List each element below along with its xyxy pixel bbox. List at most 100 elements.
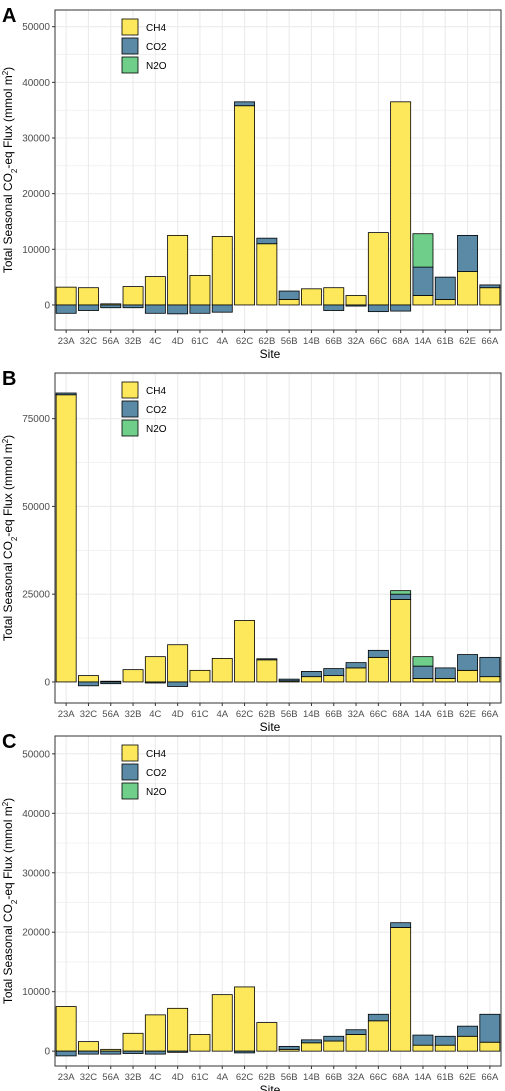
bar-co2 [256, 658, 278, 661]
panel-border [54, 9, 502, 331]
y-axis-title-part: ) [1, 435, 15, 439]
bar-ch4 [412, 678, 434, 683]
bar-co2 [301, 671, 322, 678]
bar-co2 [278, 290, 300, 300]
x-tick-label: 68A [392, 709, 410, 720]
x-tick-label: 66A [481, 336, 499, 347]
bar-co2 [211, 304, 233, 313]
x-tick-label: 61C [191, 336, 209, 347]
bar-co2 [55, 1050, 77, 1057]
x-tick-label: 62E [459, 709, 476, 720]
bar-ch4 [144, 276, 166, 306]
legend-label: CH4 [146, 386, 166, 397]
x-tick-label: 14A [414, 336, 432, 347]
bar-co2 [434, 276, 456, 300]
bar-ch4 [189, 1034, 211, 1052]
y-axis-title-part: Total Seasonal CO [1, 173, 15, 273]
legend-label: CH4 [146, 749, 166, 760]
bar-co2 [122, 304, 144, 309]
bar-ch4 [479, 287, 501, 306]
bar-co2 [345, 662, 367, 669]
bar-co2 [390, 593, 412, 600]
bar-co2 [122, 1050, 144, 1054]
bar-ch4 [122, 286, 144, 306]
legend-label: N2O [146, 787, 167, 798]
bar-ch4 [412, 295, 434, 306]
x-tick-label: 23A [58, 1072, 76, 1083]
x-tick-label: 32B [125, 336, 142, 347]
x-tick-label: 14B [303, 709, 320, 720]
x-axis-title: Site [260, 347, 281, 361]
bar-co2 [167, 681, 189, 687]
bar-ch4 [78, 287, 99, 306]
legend-label: N2O [146, 61, 167, 72]
legend-key-ch4 [121, 744, 139, 762]
y-axis-title-part: -eq Flux (mmol m [1, 443, 15, 536]
x-tick-label: 4D [172, 1072, 184, 1083]
x-tick-label: 66C [370, 1072, 388, 1083]
bar-co2 [434, 1035, 456, 1046]
bar-ch4 [323, 1040, 345, 1052]
bar-co2 [100, 1050, 122, 1055]
legend-label: CO2 [146, 42, 167, 53]
bar-co2 [278, 1045, 300, 1050]
legend: CH4 CO2 N2O [121, 18, 167, 74]
legend-key-co2 [121, 763, 139, 781]
y-tick-label: 10000 [22, 245, 50, 256]
bar-ch4 [55, 286, 77, 306]
bar-ch4 [390, 927, 412, 1052]
x-tick-label: 23A [58, 709, 76, 720]
legend-key-n2o [121, 419, 139, 437]
bar-co2 [390, 304, 412, 312]
panel-label: A [2, 5, 16, 27]
y-tick-label: 0 [44, 1047, 50, 1058]
legend-label: CO2 [146, 768, 167, 779]
y-tick-label: 50000 [22, 502, 50, 513]
x-tick-label: 68A [392, 336, 410, 347]
bar-ch4 [234, 105, 255, 306]
x-tick-label: 56A [102, 336, 120, 347]
bar-ch4 [390, 101, 412, 306]
x-tick-label: 32A [348, 336, 366, 347]
bar-ch4 [323, 287, 345, 306]
x-tick-label: 32B [125, 1072, 142, 1083]
bar-ch4 [434, 298, 456, 306]
bar-ch4 [367, 1020, 389, 1052]
x-tick-label: 62B [258, 336, 275, 347]
bar-ch4 [211, 994, 233, 1052]
y-axis-title-part: 2 [10, 168, 19, 173]
x-tick-label: 32A [348, 709, 366, 720]
legend-label: CH4 [146, 23, 166, 34]
y-axis-title-part: 2 [10, 536, 19, 541]
x-tick-label: 4C [149, 1072, 161, 1083]
y-axis-title: Total Seasonal CO2-eq Flux (mmol m2) [1, 435, 19, 641]
bar-ch4 [55, 394, 77, 683]
bar-n2o [390, 590, 412, 595]
x-tick-label: 56A [102, 709, 120, 720]
y-axis-title-part: -eq Flux (mmol m [1, 75, 15, 168]
bar-ch4 [55, 1006, 77, 1052]
bar-ch4 [211, 236, 233, 306]
x-tick-label: 14B [303, 336, 320, 347]
bar-ch4 [78, 1041, 99, 1052]
bar-co2 [412, 1034, 434, 1046]
y-axis-title-part: 2 [10, 899, 19, 904]
bar-ch4 [167, 234, 189, 306]
x-tick-label: 4C [149, 336, 161, 347]
bar-co2 [55, 304, 77, 314]
bar-co2 [323, 1035, 345, 1042]
bar-ch4 [211, 658, 233, 683]
bar-ch4 [189, 669, 211, 683]
bar-co2 [100, 681, 122, 685]
x-tick-label: 62E [459, 336, 476, 347]
legend-label: N2O [146, 424, 167, 435]
x-tick-label: 66C [370, 336, 388, 347]
x-tick-label: 61C [191, 709, 209, 720]
x-tick-label: 66A [481, 1072, 499, 1083]
bar-ch4 [412, 1044, 434, 1052]
bar-co2 [345, 1029, 367, 1035]
x-tick-label: 68A [392, 1072, 410, 1083]
x-axis-title: Site [260, 720, 281, 734]
bar-ch4 [323, 675, 345, 683]
legend-key-ch4 [121, 381, 139, 399]
